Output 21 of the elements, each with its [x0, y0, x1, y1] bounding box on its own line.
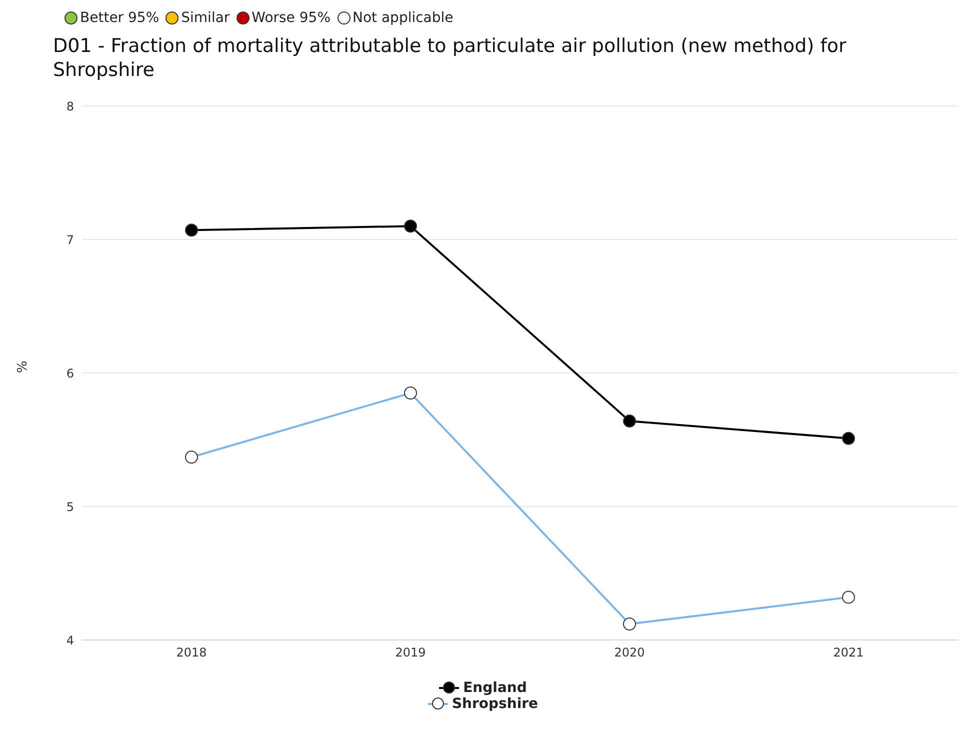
- point: [842, 432, 855, 445]
- text: Better 95%: [80, 10, 160, 26]
- point: [404, 220, 417, 233]
- y-tick-label: 8: [66, 99, 74, 114]
- x-tick-label: 2019: [395, 646, 426, 660]
- text: Not applicable: [352, 10, 454, 26]
- y-tick-label: 5: [66, 500, 74, 514]
- point: [623, 414, 636, 428]
- y-tick-label: 7: [66, 232, 74, 247]
- point: [185, 224, 198, 237]
- y-tick-label: 4: [66, 633, 74, 648]
- text: Similar: [181, 10, 230, 26]
- chart-title: D01 - Fraction of mortality attributable to particulate air pollution (new method) for Shropshire: [53, 34, 848, 82]
- x-tick-label: 2018: [176, 646, 207, 660]
- text: Worse 95%: [252, 10, 330, 26]
- y-axis-title: %: [16, 360, 31, 373]
- legend-label: England: [463, 680, 527, 696]
- y-tick-label: 6: [66, 366, 74, 380]
- x-tick-label: 2020: [614, 646, 645, 660]
- x-tick-label: 2021: [833, 646, 864, 660]
- legend-label: Shropshire: [452, 696, 538, 712]
